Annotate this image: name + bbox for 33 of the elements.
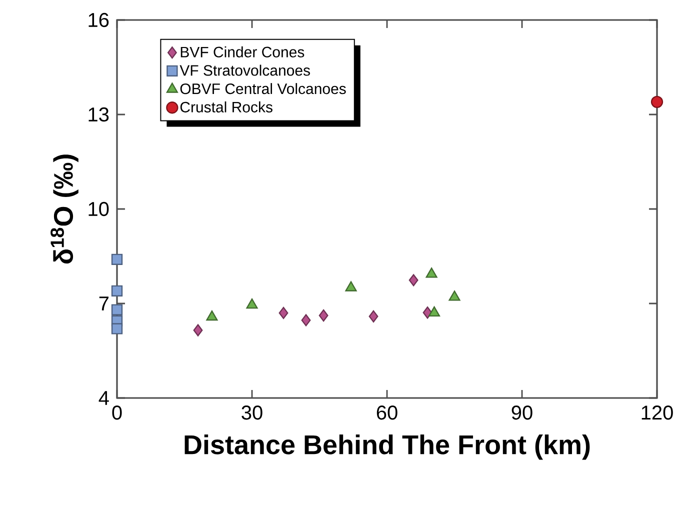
point (426, 268, 438, 278)
point (345, 281, 357, 292)
point (428, 306, 440, 317)
point (111, 285, 123, 296)
point (246, 298, 258, 309)
y-tick-label: 7 (99, 296, 108, 310)
point (111, 254, 123, 265)
point (193, 324, 203, 336)
legend-label: VF Stratovolcanoes (180, 64, 310, 76)
point (368, 310, 378, 322)
y-axis-title: δ$^{18}$O (‰) (50, 154, 78, 264)
point (278, 306, 288, 320)
y-tick-label: 16 (88, 12, 109, 28)
point (318, 309, 328, 322)
x-tick-label: 90 (512, 406, 532, 420)
point (650, 96, 664, 108)
x-tick-label: 60 (376, 406, 398, 420)
legend-label: BVF Cinder Cones (180, 46, 304, 58)
legend-label: Crustal Rocks (180, 101, 272, 112)
point (111, 304, 123, 316)
point (111, 323, 123, 334)
point (301, 314, 311, 326)
x-axis-title: Distance Behind The Front (km) (184, 434, 590, 460)
x-tick-label: 120 (642, 406, 673, 420)
y-tick-label: 10 (88, 202, 109, 216)
x-tick-label: 30 (242, 406, 262, 420)
point (206, 310, 218, 321)
y-tick-label: 13 (88, 107, 109, 122)
point (408, 274, 418, 286)
x-tick-label: 0 (112, 406, 122, 420)
y-tick-label: 4 (98, 391, 109, 405)
legend-label: OBVF Central Volcanoes (180, 83, 346, 94)
point (448, 290, 460, 301)
